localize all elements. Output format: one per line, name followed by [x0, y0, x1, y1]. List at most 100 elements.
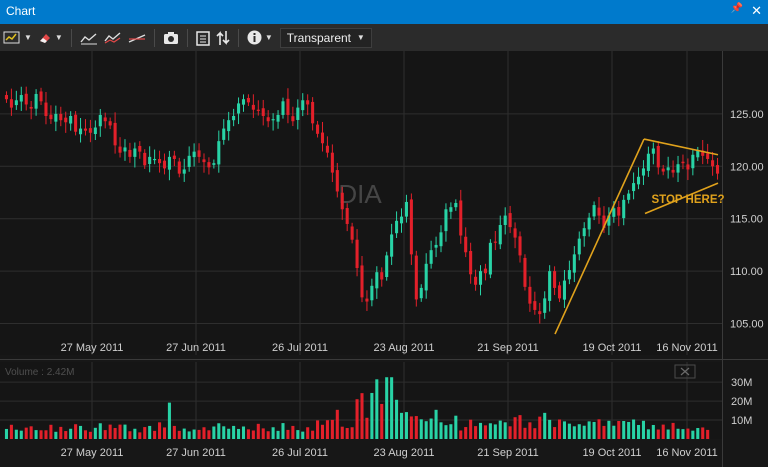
- volume-bar: [498, 420, 502, 439]
- candle-body: [429, 250, 433, 264]
- candle-body: [493, 241, 497, 243]
- volume-bar: [118, 424, 122, 439]
- candle-body: [237, 103, 241, 114]
- candle-body: [548, 271, 552, 301]
- candle-body: [311, 101, 315, 124]
- candle-body: [503, 215, 507, 226]
- candle-body: [676, 164, 680, 173]
- volume-bar: [311, 430, 315, 439]
- candles: [4, 86, 720, 324]
- trendline-wedge-lower: [644, 182, 719, 215]
- candle-body: [79, 128, 83, 135]
- candle-body: [404, 201, 408, 217]
- candle-body: [93, 127, 97, 135]
- volume-bar: [29, 426, 33, 439]
- candle-body: [577, 238, 581, 255]
- window-titlebar: Chart 📌 ✕: [0, 0, 768, 24]
- volume-bar: [271, 427, 275, 439]
- candle-body: [286, 98, 290, 115]
- volume-bar: [49, 424, 53, 439]
- candlestick-chart[interactable]: DIA STOP HERE? 105.00 110.00 115.00 120.00 125…: [0, 51, 768, 467]
- candle-body: [399, 216, 404, 224]
- candle-body: [395, 220, 399, 234]
- clipboard-button[interactable]: [193, 24, 213, 51]
- date-tick-label: 26 Jul 2011: [272, 447, 328, 459]
- line-tool-3-button[interactable]: [125, 24, 149, 51]
- candle-body: [325, 145, 329, 153]
- volume-bar: [641, 420, 645, 439]
- volume-bar: [508, 426, 512, 439]
- volume-bar: [424, 421, 428, 439]
- volume-tick-label: 10M: [731, 415, 752, 427]
- volume-bar: [429, 418, 433, 439]
- candle-body: [488, 242, 492, 275]
- volume-close-button[interactable]: [674, 364, 696, 379]
- volume-bar: [59, 426, 63, 439]
- snapshot-button[interactable]: [160, 24, 182, 51]
- volume-bar: [686, 428, 690, 439]
- candle-body: [706, 153, 710, 159]
- candle-body: [661, 168, 665, 172]
- candle-body: [345, 208, 349, 224]
- volume-bar: [577, 424, 581, 439]
- date-tick-label: 23 Aug 2011: [374, 342, 435, 354]
- line-tool-2-icon: [104, 31, 121, 44]
- candle-body: [513, 228, 517, 238]
- volume-bar: [286, 429, 290, 439]
- candle-body: [607, 215, 611, 226]
- volume-bar: [380, 403, 384, 439]
- volume-label: Volume : 2.42M: [5, 367, 74, 378]
- pin-icon[interactable]: 📌: [730, 3, 744, 14]
- info-button[interactable]: ▼: [244, 24, 276, 51]
- toolbar-divider: [186, 28, 188, 47]
- candle-body: [207, 162, 211, 168]
- volume-bar: [291, 425, 295, 439]
- volume-bar: [113, 428, 117, 439]
- camera-icon: [163, 31, 178, 44]
- candle-body: [459, 200, 463, 236]
- volume-bar: [138, 432, 142, 439]
- toolbar-divider: [153, 28, 155, 47]
- compare-button[interactable]: [213, 24, 233, 51]
- background-select[interactable]: Transparent ▼: [279, 27, 372, 48]
- eraser-button[interactable]: ▼: [35, 24, 66, 51]
- volume-tick-label: 20M: [731, 396, 752, 408]
- price-tick-label: 120.00: [730, 161, 764, 173]
- volume-bars: [4, 377, 710, 439]
- volume-bar: [483, 425, 487, 439]
- volume-bar: [627, 421, 631, 439]
- candle-body: [434, 244, 438, 248]
- candle-body: [266, 117, 270, 122]
- date-tick-label: 26 Jul 2011: [272, 342, 328, 354]
- candle-body: [567, 270, 571, 280]
- volume-bar: [44, 430, 48, 439]
- volume-bar: [459, 430, 463, 439]
- volume-bar: [212, 426, 216, 439]
- candle-body: [222, 128, 226, 140]
- candle-body: [370, 285, 374, 301]
- trendline-rally: [554, 138, 645, 335]
- volume-bar: [340, 426, 344, 439]
- volume-bar: [518, 415, 522, 439]
- volume-bar: [582, 425, 586, 439]
- volume-bar: [232, 425, 236, 439]
- candle-body: [553, 271, 557, 288]
- volume-bar: [597, 419, 601, 439]
- volume-bar: [651, 424, 655, 439]
- volume-bar: [439, 422, 443, 439]
- candle-body: [217, 141, 221, 165]
- volume-bar: [375, 379, 379, 439]
- line-tool-2-button[interactable]: [101, 24, 125, 51]
- trendline-annotation: [554, 138, 719, 335]
- candle-body: [696, 150, 700, 158]
- chart-type-button[interactable]: ▼: [0, 24, 35, 51]
- volume-bar: [622, 421, 626, 439]
- volume-bar: [177, 430, 181, 439]
- candle-body: [182, 169, 186, 174]
- close-icon[interactable]: ✕: [751, 3, 762, 18]
- volume-bar: [54, 431, 58, 439]
- line-tool-button[interactable]: [77, 24, 101, 51]
- volume-bar: [266, 431, 270, 439]
- volume-bar: [404, 412, 408, 439]
- volume-axis: 10M 20M 30M: [731, 377, 752, 427]
